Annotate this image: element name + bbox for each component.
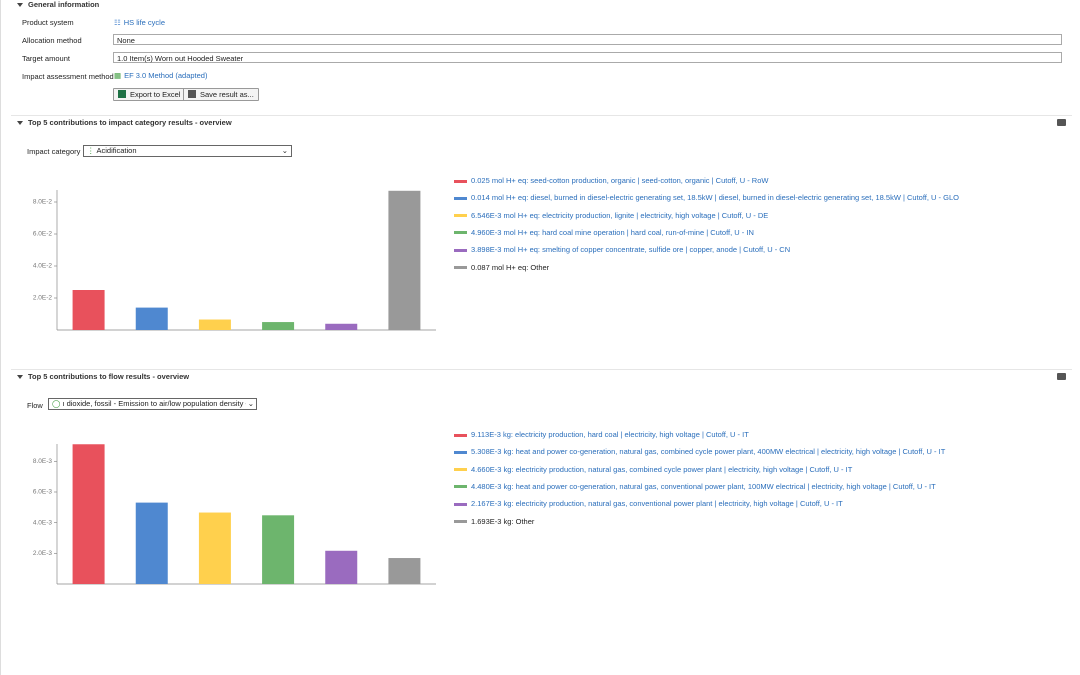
field-label: Impact assessment method [22, 72, 114, 81]
image-export-icon[interactable] [1057, 373, 1066, 380]
legend-swatch [454, 468, 467, 472]
legend-item: 0.087 mol H+ eq: Other [454, 263, 549, 273]
legend-label: 9.113E-3 kg: electricity production, har… [471, 430, 749, 439]
bar [388, 558, 421, 584]
legend-label: 0.025 mol H+ eq: seed-cotton production,… [471, 176, 769, 185]
legend-item[interactable]: 4.960E-3 mol H+ eq: hard coal mine opera… [454, 228, 754, 238]
link-text: EF 3.0 Method (adapted) [124, 71, 208, 80]
legend-item[interactable]: 4.480E-3 kg: heat and power co-generatio… [454, 482, 936, 492]
target-amount-input[interactable]: 1.0 Item(s) Worn out Hooded Sweater [113, 52, 1062, 63]
selector-label: Impact category [27, 147, 81, 156]
y-tick-label: 8.0E-2 [33, 199, 53, 206]
flow-chart: 2.0E-3 4.0E-3 6.0E-3 8.0E-3 [33, 444, 436, 585]
bar [135, 502, 168, 584]
separator [11, 115, 1072, 116]
button-text: Export to Excel [130, 90, 181, 99]
legend-item[interactable]: 5.308E-3 kg: heat and power co-generatio… [454, 447, 945, 457]
legend-item[interactable]: 3.898E-3 mol H+ eq: smelting of copper c… [454, 245, 790, 255]
impact-selector[interactable]: ⋮ Acidification ⌄ [83, 145, 292, 157]
selector-label: Flow [27, 401, 43, 410]
legend-item: 1.693E-3 kg: Other [454, 517, 534, 527]
allocation-input[interactable]: None [113, 34, 1062, 45]
legend-label: 4.480E-3 kg: heat and power co-generatio… [471, 481, 936, 491]
legend-swatch [454, 485, 467, 489]
bar [72, 290, 105, 330]
legend-swatch [454, 450, 467, 454]
legend-label: 0.087 mol H+ eq: Other [471, 262, 550, 272]
legend-swatch [454, 248, 467, 252]
legend-item[interactable]: 0.025 mol H+ eq: seed-cotton production,… [454, 176, 768, 186]
save-button[interactable]: Save result as... [183, 88, 259, 101]
legend-item[interactable]: 6.546E-3 mol H+ eq: electricity producti… [454, 211, 768, 221]
field-label: Allocation method [22, 36, 82, 45]
legend-label: 5.308E-3 kg: heat and power co-generatio… [471, 447, 946, 457]
product-system-link[interactable]: ☷ HS life cycle [114, 18, 165, 27]
export-button[interactable]: Export to Excel [113, 88, 186, 101]
field-label: Target amount [22, 54, 70, 63]
selector-value: ı dioxide, fossil - Emission to air/low … [62, 399, 257, 408]
legend-swatch [454, 196, 467, 200]
legend-swatch [454, 520, 467, 524]
legend-label: 6.546E-3 mol H+ eq: electricity producti… [471, 210, 769, 220]
legend-swatch [454, 502, 467, 506]
section-title: Top 5 contributions to flow results - ov… [28, 372, 190, 381]
bar [325, 323, 358, 330]
legend-label: 1.693E-3 kg: Other [471, 516, 535, 526]
y-tick-label: 6.0E-2 [33, 231, 53, 238]
field-label: Product system [22, 18, 74, 27]
bar [262, 322, 295, 330]
legend-label: 2.167E-3 kg: electricity production, nat… [471, 499, 843, 509]
bar [72, 444, 105, 584]
bar [325, 550, 358, 584]
bar [262, 515, 295, 584]
legend-swatch [454, 433, 467, 437]
y-tick-label: 6.0E-3 [33, 489, 53, 496]
flow-legend: 9.113E-3 kg: electricity production, har… [454, 430, 1074, 540]
section-header[interactable]: Top 5 contributions to impact category r… [17, 118, 232, 127]
bar [198, 512, 231, 584]
impact-chart: 2.0E-2 4.0E-2 6.0E-2 8.0E-2 [33, 190, 436, 331]
section-header[interactable]: Top 5 contributions to flow results - ov… [17, 372, 189, 381]
legend-label: 4.960E-3 mol H+ eq: hard coal mine opera… [471, 227, 754, 237]
legend-item[interactable]: 0.014 mol H+ eq: diesel, burned in diese… [454, 193, 959, 203]
section-title: Top 5 contributions to impact category r… [28, 118, 232, 127]
bar [135, 307, 168, 330]
y-tick-label: 2.0E-3 [33, 550, 53, 557]
separator [11, 369, 1072, 370]
legend-label: 4.660E-3 kg: electricity production, nat… [471, 464, 853, 474]
legend-label: 3.898E-3 mol H+ eq: smelting of copper c… [471, 245, 791, 255]
y-tick-label: 4.0E-2 [33, 263, 53, 270]
y-tick-label: 2.0E-2 [33, 295, 53, 302]
y-tick-label: 8.0E-3 [33, 458, 53, 465]
section-title: General information [28, 0, 100, 9]
method-link[interactable]: ▦ EF 3.0 Method (adapted) [114, 71, 208, 80]
legend-item[interactable]: 2.167E-3 kg: electricity production, nat… [454, 499, 843, 509]
image-export-icon[interactable] [1057, 119, 1066, 126]
impact-legend: 0.025 mol H+ eq: seed-cotton production,… [454, 176, 1074, 286]
selector-value: Acidification [96, 146, 137, 155]
flow-selector[interactable]: ◯ ı dioxide, fossil - Emission to air/low… [48, 398, 257, 410]
link-text: HS life cycle [123, 18, 165, 27]
legend-swatch [454, 266, 467, 270]
button-text: Save result as... [200, 90, 254, 99]
legend-item[interactable]: 4.660E-3 kg: electricity production, nat… [454, 465, 852, 475]
y-tick-label: 4.0E-3 [33, 519, 53, 526]
bar [198, 319, 231, 330]
bar [388, 190, 421, 330]
legend-item[interactable]: 9.113E-3 kg: electricity production, har… [454, 430, 749, 440]
legend-swatch [454, 179, 467, 183]
section-header[interactable]: General information [17, 0, 99, 9]
legend-swatch [454, 231, 467, 235]
legend-swatch [454, 214, 467, 218]
legend-label: 0.014 mol H+ eq: diesel, burned in diese… [471, 193, 959, 203]
